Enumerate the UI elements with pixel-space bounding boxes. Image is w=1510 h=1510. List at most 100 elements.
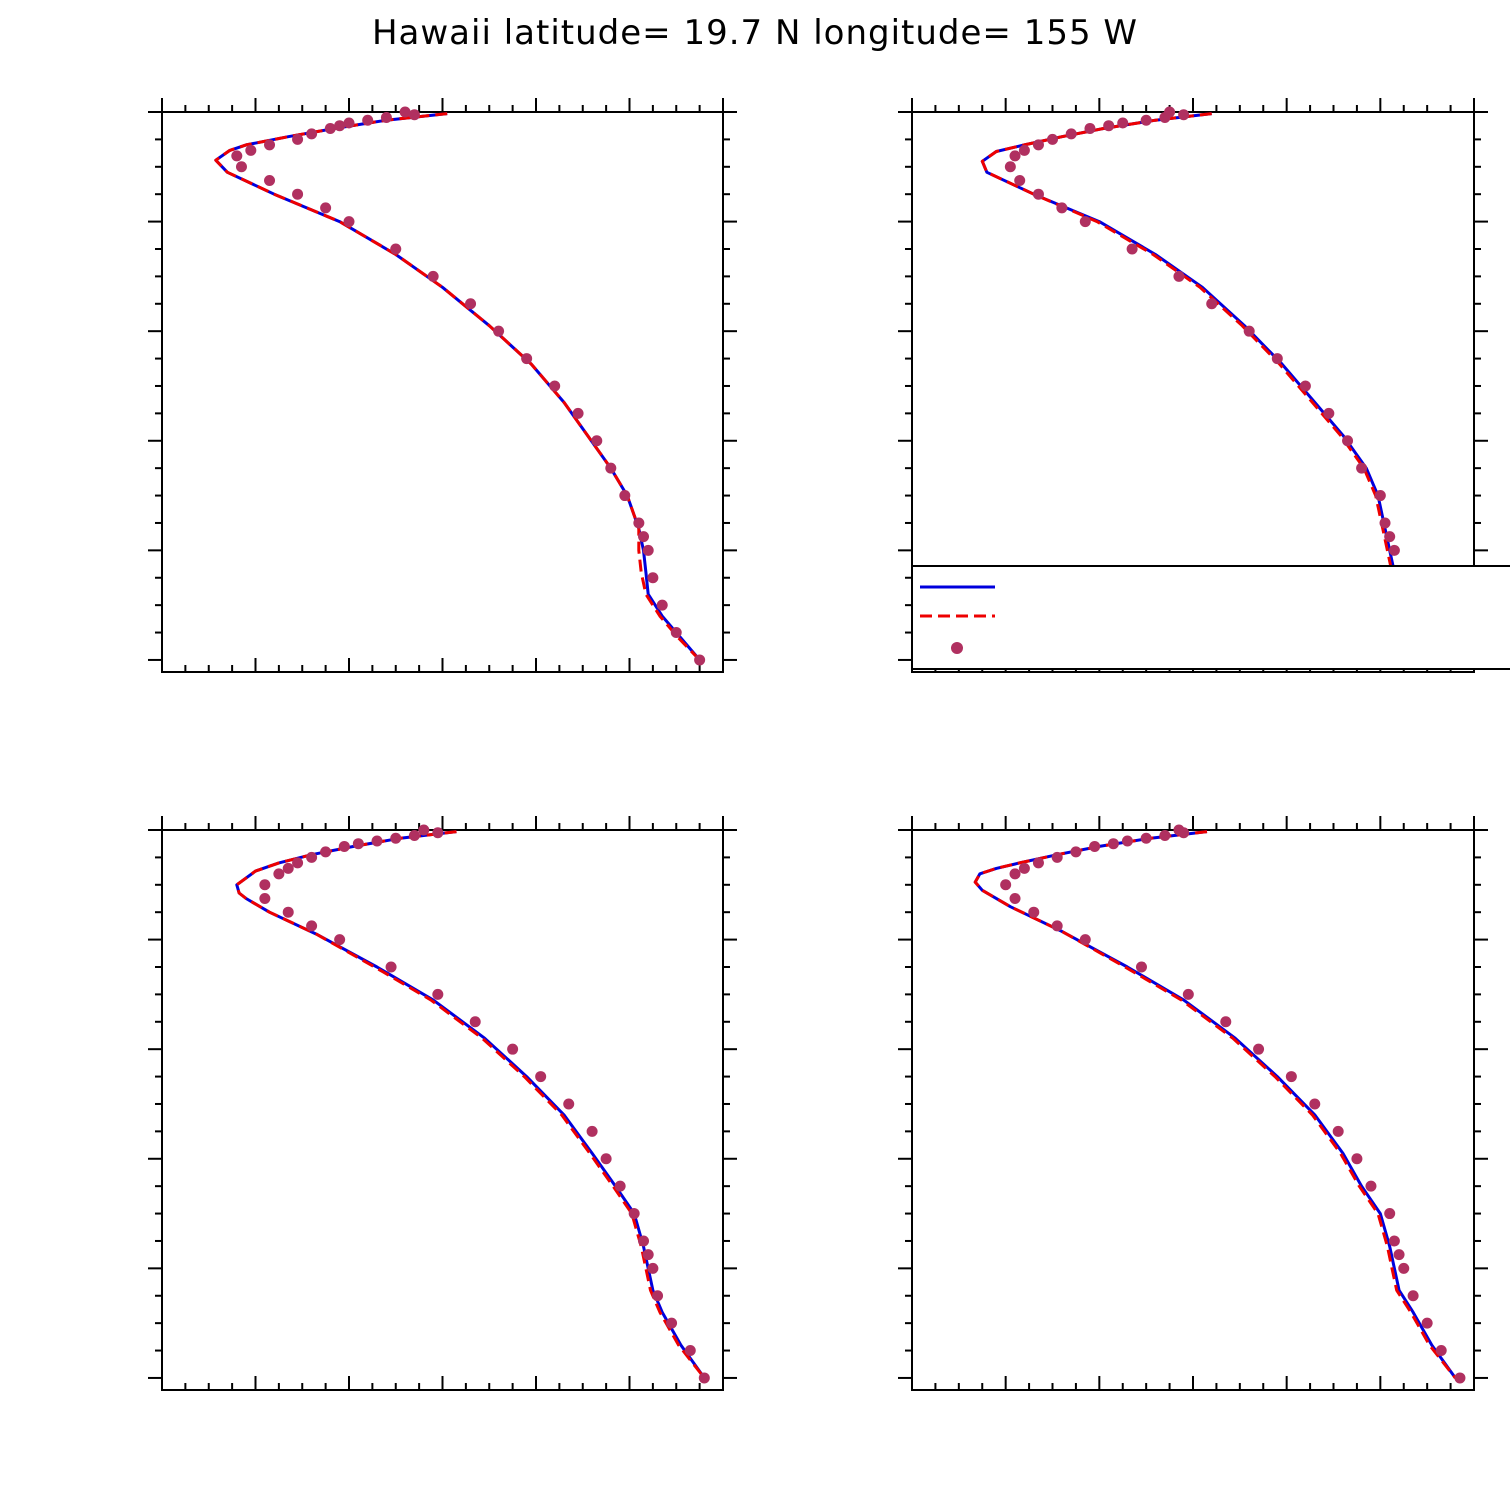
raobs-point xyxy=(698,1372,710,1384)
raobs-point xyxy=(1051,920,1063,932)
raobs-point xyxy=(380,111,392,123)
raobs-point xyxy=(638,531,650,543)
raobs-point xyxy=(684,1345,696,1357)
raobs-point xyxy=(292,133,304,145)
raobs-point xyxy=(1107,838,1119,850)
raobs-point xyxy=(1299,380,1311,392)
raobs-point xyxy=(628,1208,640,1220)
raobs-point xyxy=(469,1016,481,1028)
raobs-point xyxy=(1079,216,1091,228)
raobs-point xyxy=(264,174,276,186)
raobs-point xyxy=(1117,117,1129,129)
raobs-point xyxy=(572,407,584,419)
plot-frame xyxy=(161,111,724,673)
raobs-point xyxy=(231,150,243,162)
raobs-point xyxy=(371,835,383,847)
raobs-point xyxy=(1435,1345,1447,1357)
raobs-point xyxy=(1393,1249,1405,1261)
raobs-point xyxy=(652,1290,664,1302)
raobs-point xyxy=(432,827,444,839)
raobs-point xyxy=(605,462,617,474)
raobs-point xyxy=(1126,243,1138,255)
raobs-point xyxy=(1018,144,1030,156)
model-line-solid xyxy=(235,830,706,1379)
raobs-point xyxy=(1121,835,1133,847)
raobs-point xyxy=(292,857,304,869)
raobs-point xyxy=(1004,161,1016,173)
raobs-point xyxy=(647,1262,659,1274)
raobs-point xyxy=(642,1249,654,1261)
raobs-point xyxy=(408,829,420,841)
raobs-point xyxy=(320,202,332,214)
model-line-dashed xyxy=(214,112,701,661)
raobs-point xyxy=(427,270,439,282)
raobs-point xyxy=(1206,298,1218,310)
raobs-point xyxy=(1398,1262,1410,1274)
model-line-solid xyxy=(973,830,1457,1379)
raobs-point xyxy=(1309,1098,1321,1110)
raobs-point xyxy=(1009,892,1021,904)
raobs-point xyxy=(563,1098,575,1110)
raobs-point xyxy=(1421,1317,1433,1329)
raobs-point xyxy=(390,832,402,844)
raobs-point xyxy=(1084,122,1096,134)
raobs-point xyxy=(408,109,420,121)
raobs-point xyxy=(647,572,659,584)
model-line-dashed xyxy=(973,830,1457,1379)
raobs-point xyxy=(259,879,271,891)
raobs-point xyxy=(591,435,603,447)
raobs-point xyxy=(1356,462,1368,474)
raobs-point xyxy=(1365,1180,1377,1192)
raobs-point xyxy=(493,325,505,337)
raobs-point xyxy=(306,128,318,140)
raobs-point xyxy=(1103,120,1115,132)
raobs-point xyxy=(656,599,668,611)
raobs-point xyxy=(1351,1153,1363,1165)
raobs-point xyxy=(1178,827,1190,839)
raobs-point xyxy=(1454,1372,1466,1384)
raobs-point xyxy=(600,1153,612,1165)
raobs-point xyxy=(320,846,332,858)
raobs-point xyxy=(324,122,336,134)
raobs-point xyxy=(465,298,477,310)
raobs-point xyxy=(1014,174,1026,186)
raobs-point xyxy=(352,838,364,850)
raobs-point xyxy=(619,490,631,502)
raobs-point xyxy=(1220,1016,1232,1028)
raobs-point xyxy=(292,188,304,200)
raobs-point xyxy=(1253,1043,1265,1055)
raobs-point xyxy=(1159,829,1171,841)
raobs-point xyxy=(1079,934,1091,946)
raobs-point xyxy=(1140,114,1152,126)
raobs-point xyxy=(1243,325,1255,337)
legend xyxy=(911,565,1510,670)
raobs-point xyxy=(282,906,294,918)
panel-jan xyxy=(148,98,737,673)
raobs-point xyxy=(1182,988,1194,1000)
raobs-point xyxy=(418,824,430,836)
figure-title: Hawaii latitude= 19.7 N longitude= 155 W xyxy=(372,13,1138,53)
raobs-point xyxy=(1173,270,1185,282)
raobs-point xyxy=(343,216,355,228)
raobs-point xyxy=(1285,1071,1297,1083)
raobs-point xyxy=(235,161,247,173)
raobs-point xyxy=(1135,961,1147,973)
plot-frame xyxy=(161,829,724,1391)
plot-frame xyxy=(911,829,1475,1391)
raobs-point xyxy=(306,851,318,863)
panels xyxy=(148,98,1488,1391)
raobs-point xyxy=(432,988,444,1000)
raobs-point xyxy=(535,1071,547,1083)
raobs-point xyxy=(507,1043,519,1055)
raobs-point xyxy=(638,1235,650,1247)
raobs-point xyxy=(1032,139,1044,151)
raobs-point xyxy=(390,243,402,255)
raobs-point xyxy=(306,920,318,932)
raobs-point xyxy=(1056,202,1068,214)
raobs-point xyxy=(334,120,346,132)
model-line-dashed xyxy=(235,830,706,1379)
raobs-point xyxy=(1332,1125,1344,1137)
raobs-point xyxy=(1140,832,1152,844)
raobs-point xyxy=(1379,517,1391,529)
